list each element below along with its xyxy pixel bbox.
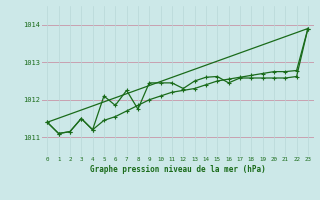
X-axis label: Graphe pression niveau de la mer (hPa): Graphe pression niveau de la mer (hPa) bbox=[90, 165, 266, 174]
